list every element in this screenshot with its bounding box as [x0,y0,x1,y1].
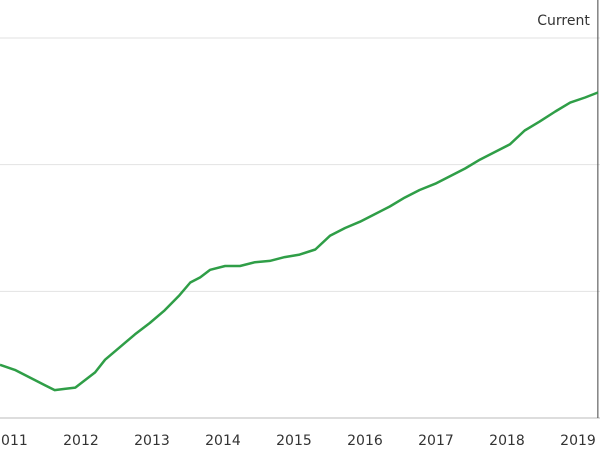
x-tick-label: 2016 [347,433,383,449]
x-tick-label: 2017 [418,433,454,449]
line [0,91,599,392]
x-tick-label: 2015 [276,433,312,449]
x-tick-label: 2013 [134,433,170,449]
x-tick-label: 2018 [489,433,525,449]
annotation-label: Current [537,13,590,29]
x-tick-label: 2019 [560,433,596,449]
x-tick-label: 2011 [0,433,28,449]
x-tick-label: 2012 [63,433,99,449]
x-tick-label: 2014 [205,433,241,449]
